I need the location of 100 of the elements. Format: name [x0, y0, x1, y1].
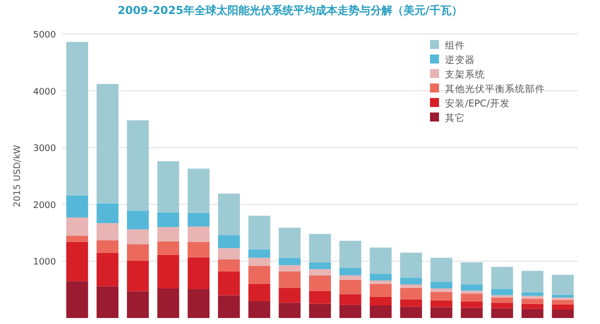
bar	[460, 284, 483, 291]
bar	[66, 242, 88, 282]
bar	[278, 271, 301, 288]
bar	[218, 248, 240, 260]
y-tick-label: 1000	[33, 258, 56, 268]
bar	[552, 304, 574, 310]
y-tick-label: 3000	[33, 144, 56, 154]
bar	[552, 309, 574, 318]
bar	[339, 275, 362, 280]
bar	[248, 266, 270, 284]
bar	[66, 195, 88, 218]
bar	[248, 258, 270, 266]
bar	[188, 226, 210, 242]
bar	[400, 299, 422, 307]
bar	[339, 240, 362, 268]
bar	[370, 280, 392, 284]
bar	[188, 289, 210, 318]
y-tick-label: 2000	[33, 200, 56, 211]
bar	[430, 292, 452, 300]
bar	[460, 290, 483, 294]
y-tick-label: 4000	[33, 87, 56, 98]
bar	[460, 302, 483, 308]
bar	[96, 203, 118, 224]
bar	[552, 274, 574, 295]
bar	[430, 258, 452, 282]
bar	[370, 306, 392, 318]
bar	[248, 216, 270, 250]
bar	[126, 120, 149, 211]
bar	[96, 223, 118, 240]
bar	[491, 302, 514, 308]
bar	[400, 252, 422, 278]
bar	[66, 236, 88, 242]
bar	[309, 269, 331, 276]
bar	[218, 259, 240, 272]
bar	[248, 284, 270, 301]
bar	[430, 282, 452, 288]
bar	[522, 292, 544, 296]
legend-label: 安装/EPC/开发	[445, 98, 510, 110]
bar	[491, 308, 514, 318]
bar	[126, 260, 149, 292]
bar	[66, 42, 88, 196]
bar	[400, 284, 422, 288]
title: 2009-2025年全球太阳能光伏系统平均成本走势与分解（美元/千瓦）	[118, 4, 462, 17]
bar	[157, 161, 180, 212]
bar	[370, 248, 392, 274]
bar	[430, 288, 452, 292]
legend-label: 其它	[445, 112, 465, 124]
bar	[126, 210, 149, 230]
bar	[96, 252, 118, 286]
bar	[96, 286, 118, 318]
legend-label: 支架系统	[445, 68, 485, 80]
bar	[248, 249, 270, 258]
bar	[339, 268, 362, 276]
bar	[278, 258, 301, 266]
bar	[460, 294, 483, 302]
bar	[552, 294, 574, 298]
bar	[278, 288, 301, 303]
bar	[430, 307, 452, 318]
bar	[126, 229, 149, 244]
bar	[188, 242, 210, 258]
bar	[339, 280, 362, 294]
bar	[370, 274, 392, 281]
ylabel: 2015 USD/kW	[13, 144, 23, 208]
bar	[218, 271, 240, 296]
bar	[278, 265, 301, 272]
y-tick-label: 5000	[33, 30, 56, 40]
bar	[491, 289, 514, 296]
bar	[400, 288, 422, 300]
bar	[66, 281, 88, 318]
bar	[309, 234, 331, 262]
bar	[522, 298, 544, 304]
bar	[188, 168, 210, 213]
bar	[96, 84, 118, 204]
bar	[400, 278, 422, 284]
bar	[309, 262, 331, 270]
bar	[188, 257, 210, 290]
bar	[218, 194, 240, 236]
bar	[309, 275, 331, 291]
bar	[157, 288, 180, 318]
bar	[370, 284, 392, 297]
bar	[157, 212, 180, 228]
bar	[370, 296, 392, 306]
bar	[522, 304, 544, 309]
bar	[218, 295, 240, 318]
bar	[309, 290, 331, 304]
bar	[278, 302, 301, 318]
bar	[218, 235, 240, 248]
bar	[460, 308, 483, 318]
bar	[400, 306, 422, 318]
bar	[430, 300, 452, 308]
bar	[188, 212, 210, 227]
bar	[278, 228, 301, 258]
legend-label: 逆变器	[445, 54, 475, 66]
bar	[339, 294, 362, 305]
bar	[248, 300, 270, 318]
bar	[157, 227, 180, 242]
bar	[460, 262, 483, 284]
bar	[157, 254, 180, 288]
bar	[522, 308, 544, 318]
bar	[66, 217, 88, 236]
